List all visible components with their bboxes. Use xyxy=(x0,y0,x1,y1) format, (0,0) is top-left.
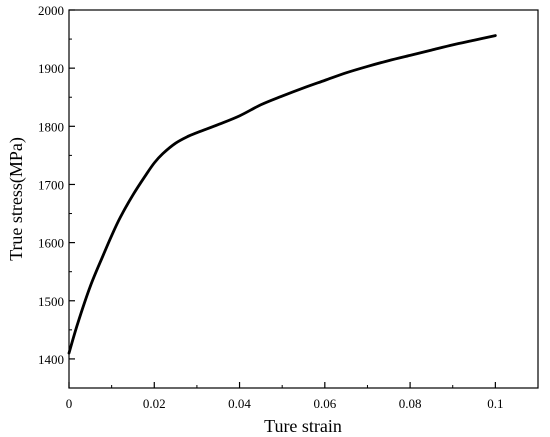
x-tick-label: 0.02 xyxy=(143,396,166,411)
y-tick-label: 1600 xyxy=(38,236,64,251)
x-tick-label: 0.04 xyxy=(228,396,251,411)
y-tick-label: 1500 xyxy=(38,294,64,309)
y-tick-label: 1900 xyxy=(38,61,64,76)
x-tick-label: 0 xyxy=(66,396,73,411)
x-tick-label: 0.08 xyxy=(399,396,422,411)
plot-frame xyxy=(68,9,539,389)
y-axis-title: True stress(MPa) xyxy=(6,137,27,261)
x-axis: 0 0.02 0.04 0.06 0.08 0.1 xyxy=(66,382,503,411)
y-tick-label: 1400 xyxy=(38,352,64,367)
x-axis-title: Ture strain xyxy=(264,416,342,436)
y-tick-label: 2000 xyxy=(38,3,64,18)
x-tick-label: 0.1 xyxy=(487,396,503,411)
x-tick-label: 0.06 xyxy=(313,396,336,411)
y-axis: 1400 1500 1600 1700 1800 1900 2000 xyxy=(38,3,75,367)
y-tick-label: 1700 xyxy=(38,177,64,192)
y-tick-label: 1800 xyxy=(38,119,64,134)
series-line-true-stress xyxy=(67,34,497,355)
